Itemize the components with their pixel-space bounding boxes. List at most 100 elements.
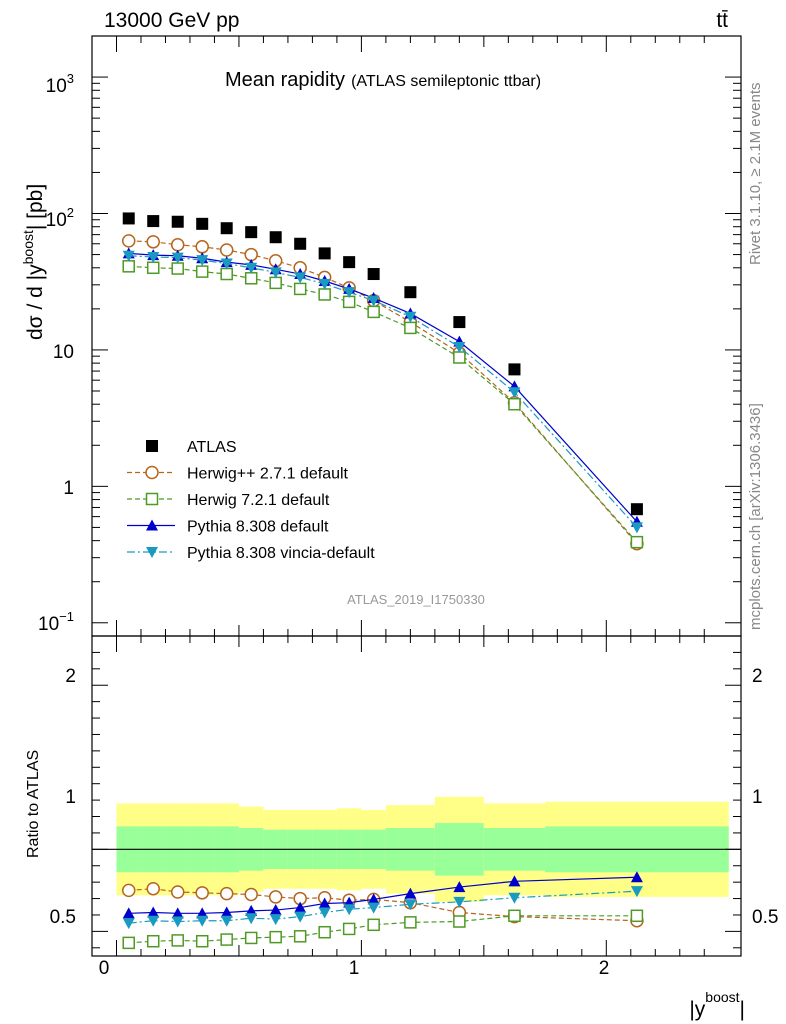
- legend-label: ATLAS: [187, 439, 237, 456]
- series-4: [122, 250, 643, 930]
- y-tick-label-base: 10: [38, 614, 59, 635]
- ratio-point: [146, 881, 160, 896]
- legend-marker: [146, 440, 158, 452]
- data-point: [367, 295, 380, 307]
- ratio-uncertainty-bands: [92, 796, 741, 902]
- data-point: [121, 234, 136, 248]
- ratio-point: [122, 907, 135, 919]
- ratio-point: [404, 899, 417, 911]
- ratio-point: [122, 936, 135, 950]
- data-point: [343, 287, 356, 299]
- data-point: [508, 387, 521, 399]
- chart-title-main: Mean rapidity: [225, 69, 345, 91]
- ratio-point: [195, 886, 209, 900]
- data-point: [630, 535, 644, 549]
- data-point: [293, 282, 307, 296]
- ratio-point: [245, 904, 258, 916]
- axis-ticks: [91, 35, 741, 956]
- ratio-point: [342, 922, 356, 936]
- ratio-point: [404, 916, 417, 929]
- ratio-point: [245, 913, 258, 925]
- y-tick-label-exp: −1: [59, 609, 74, 624]
- ratio-tick-label: 2: [65, 666, 76, 687]
- data-point: [196, 217, 209, 230]
- ratio-tick-label-right: 0.5: [752, 907, 778, 928]
- ratio-point: [171, 934, 184, 947]
- ratio-point: [268, 890, 283, 904]
- x-axis-label: |yboost|: [689, 989, 745, 1021]
- ratio-point: [219, 886, 234, 901]
- ratio-point: [367, 893, 380, 905]
- data-point: [294, 237, 307, 250]
- y-axis-label-end: | [pb]: [24, 184, 47, 230]
- ratio-point: [508, 909, 521, 923]
- chart-subtitle: (ATLAS semileptonic ttbar): [351, 73, 541, 90]
- ratio-point: [453, 896, 466, 908]
- ratio-point: [195, 934, 209, 948]
- ratio-point: [244, 887, 258, 902]
- legend-label: Pythia 8.308 default: [187, 519, 329, 536]
- data-point: [122, 212, 135, 225]
- data-point: [630, 522, 643, 534]
- ratio-point: [404, 887, 417, 899]
- data-point: [171, 262, 184, 275]
- data-point: [508, 363, 521, 376]
- chart-title: Mean rapidity (ATLAS semileptonic ttbar): [225, 69, 541, 91]
- data-point: [269, 231, 282, 244]
- data-point: [318, 247, 331, 260]
- x-tick-label: 0: [99, 958, 110, 979]
- ratio-point: [122, 918, 135, 930]
- ratio-point: [630, 871, 643, 883]
- ratio-point: [171, 916, 184, 928]
- data-point: [294, 272, 307, 284]
- legend-label: Herwig++ 2.7.1 default: [187, 466, 349, 483]
- legend-marker: [145, 492, 159, 506]
- legend-marker: [146, 547, 158, 558]
- ratio-point: [220, 915, 233, 927]
- data-point: [171, 252, 184, 264]
- data-point: [453, 342, 466, 354]
- series-line: [128, 265, 638, 543]
- ratio-point: [318, 907, 331, 919]
- ratio-point: [367, 918, 380, 932]
- data-point: [318, 288, 331, 301]
- data-point: [147, 251, 160, 263]
- y-tick-label-exp: 3: [67, 71, 74, 86]
- ratio-point: [508, 892, 521, 904]
- ratio-point: [630, 909, 644, 923]
- legend-marker: [145, 465, 159, 480]
- data-series: [121, 212, 644, 950]
- data-point: [343, 256, 356, 269]
- series-line: [128, 240, 638, 545]
- legend-label: Pythia 8.308 vincia-default: [187, 545, 375, 562]
- legend: ATLAS Herwig++ 2.7.1 default Herwig 7.2.1 …: [127, 439, 375, 562]
- series-2: [122, 260, 644, 950]
- ratio-tick-label-right: 2: [752, 666, 763, 687]
- y-axis-label: dσ / d |yboost| [pb]: [20, 184, 47, 340]
- series-line: [128, 255, 638, 528]
- data-point: [220, 222, 233, 235]
- y-tick-label-base: 10: [46, 76, 67, 97]
- mcplots-label: mcplots.cern.ch [arXiv:1306.3436]: [747, 403, 764, 630]
- y-tick-label: 103: [46, 71, 74, 97]
- data-point: [171, 215, 184, 228]
- data-point: [269, 276, 282, 290]
- ratio-tick-label-right: 1: [752, 787, 763, 808]
- y-tick-label: 10−1: [38, 609, 74, 635]
- ratio-point: [147, 906, 160, 918]
- tick-labels: 0 1 2 103 102 10 1 10−1 2 1 0.5 2 1 0.5: [38, 71, 778, 979]
- ratio-y-axis-label: Ratio to ATLAS: [25, 750, 42, 858]
- ratio-point: [121, 883, 136, 898]
- y-tick-label: 1: [63, 478, 74, 499]
- ratio-tick-label: 1: [65, 787, 76, 808]
- y-tick-label-base: 10: [46, 210, 67, 231]
- data-point: [170, 238, 185, 252]
- y-tick-label: 10: [53, 342, 74, 363]
- data-point: [244, 272, 258, 285]
- ratio-point: [453, 881, 466, 893]
- data-point: [220, 267, 233, 281]
- data-point: [367, 305, 380, 319]
- ratio-point: [171, 907, 184, 919]
- data-point: [147, 215, 160, 228]
